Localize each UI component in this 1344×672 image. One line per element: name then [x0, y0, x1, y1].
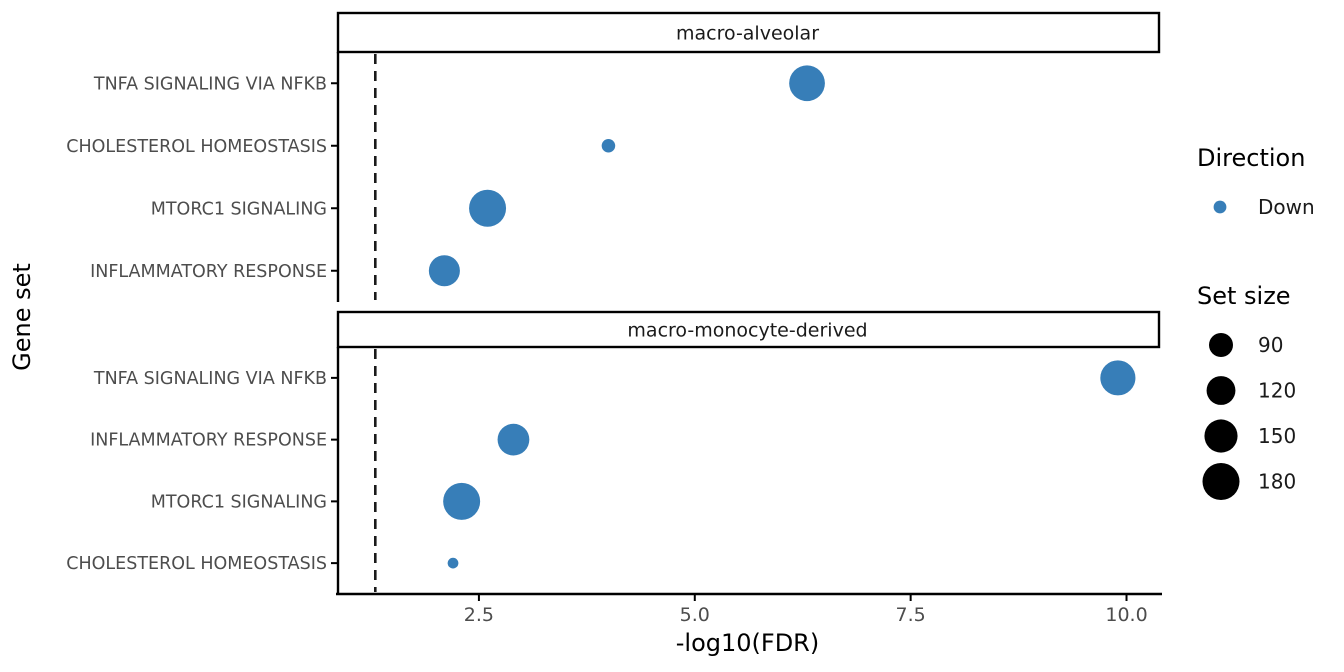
data-point-bubble	[497, 423, 530, 456]
data-point-bubble	[1100, 360, 1136, 396]
direction-legend-label: Down	[1258, 195, 1315, 219]
data-point-bubble	[601, 138, 616, 153]
direction-legend-swatch	[1213, 200, 1227, 214]
gene-set-label: MTORC1 SIGNALING	[151, 199, 327, 219]
data-point-bubble	[469, 189, 507, 227]
set-size-legend-label: 90	[1258, 333, 1283, 357]
x-tick-label: 10.0	[1105, 604, 1147, 626]
gene-set-label: INFLAMMATORY RESPONSE	[90, 262, 327, 282]
facet-strip-label: macro-alveolar	[676, 23, 819, 45]
direction-legend-title: Direction	[1197, 144, 1305, 172]
set-size-legend-swatch	[1204, 419, 1238, 453]
data-point-bubble	[428, 255, 460, 287]
facet-panel: macro-alveolar TNFA SIGNALING VIA NFKB CHO…	[66, 11, 1161, 302]
x-axis-title: -log10(FDR)	[676, 629, 819, 657]
data-point-bubble	[443, 482, 481, 520]
set-size-legend-swatch	[1206, 376, 1236, 405]
gene-set-label: MTORC1 SIGNALING	[151, 492, 327, 512]
x-tick-label: 2.5	[464, 604, 494, 626]
set-size-legend-label: 150	[1258, 424, 1296, 448]
set-size-legend-title: Set size	[1197, 282, 1291, 310]
data-point-bubble	[447, 557, 459, 569]
gene-set-label: CHOLESTEROL HOMEOSTASIS	[66, 137, 327, 157]
gene-set-label: TNFA SIGNALING VIA NFKB	[93, 369, 327, 389]
set-size-legend-swatch	[1202, 462, 1240, 501]
data-point-bubble	[789, 65, 825, 102]
set-size-legend-swatch	[1208, 332, 1234, 358]
facet-strip-box	[336, 11, 1161, 54]
facet-panel: macro-monocyte-derived TNFA SIGNALING VIA…	[66, 310, 1161, 594]
facet-strip-box	[336, 310, 1161, 349]
legend: Direction Down Set size 90 120 150 180	[1197, 144, 1315, 501]
set-size-legend-label: 120	[1258, 379, 1296, 403]
gene-set-label: TNFA SIGNALING VIA NFKB	[93, 74, 327, 94]
x-tick-label: 7.5	[896, 604, 926, 626]
gene-set-label: CHOLESTEROL HOMEOSTASIS	[66, 554, 327, 574]
gene-set-label: INFLAMMATORY RESPONSE	[90, 431, 327, 451]
facet-strip-label: macro-monocyte-derived	[627, 320, 867, 342]
x-tick-label: 5.0	[680, 604, 710, 626]
y-axis-title: Gene set	[8, 263, 36, 371]
set-size-legend-label: 180	[1258, 470, 1296, 494]
